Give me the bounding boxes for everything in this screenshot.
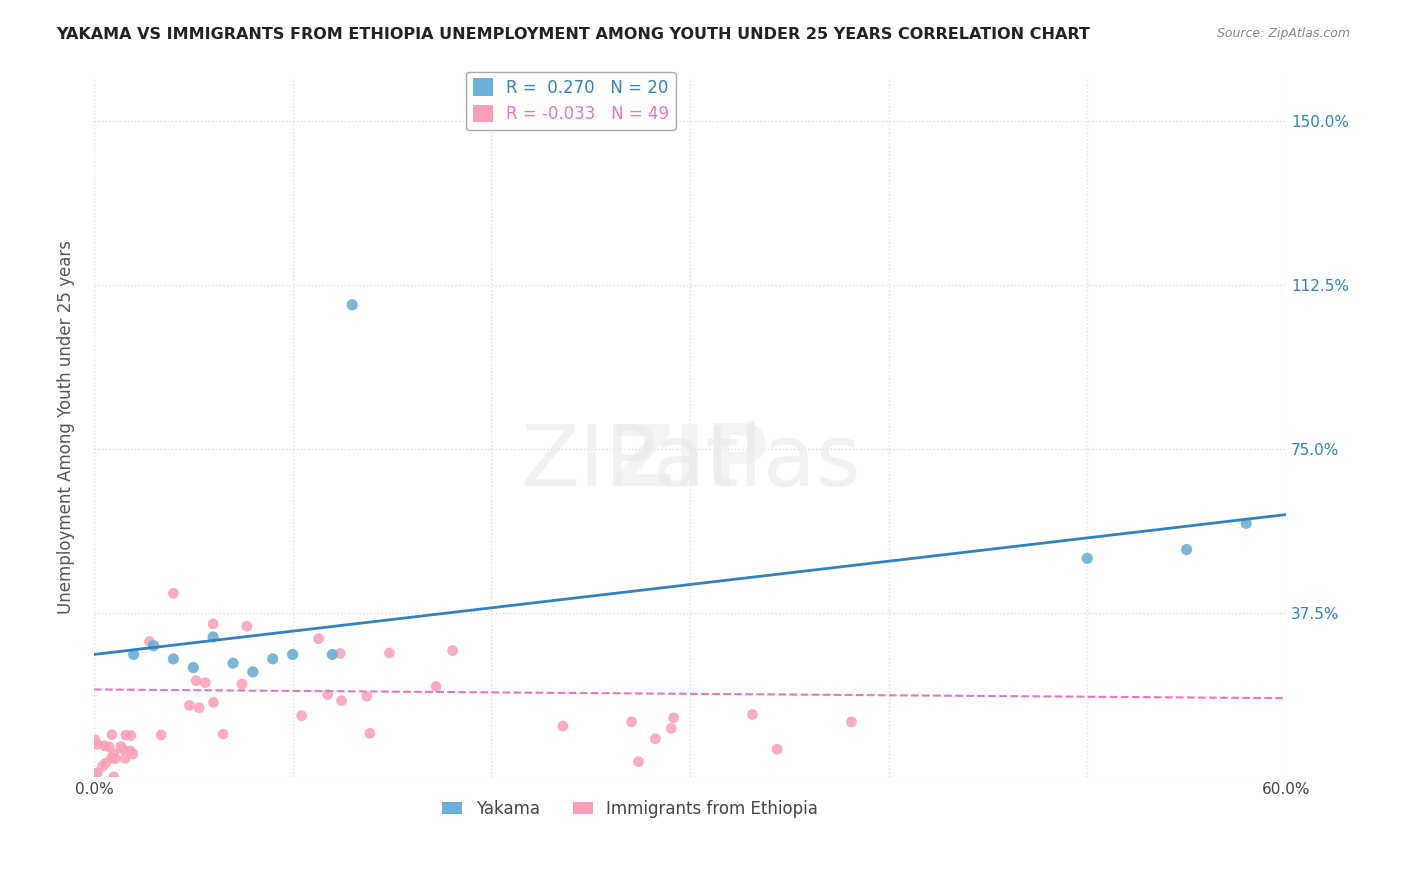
Point	[162, 652, 184, 666]
Point	[194, 675, 217, 690]
Point	[766, 742, 789, 756]
Point	[94, 756, 117, 771]
Point	[162, 586, 184, 600]
Point	[1076, 551, 1098, 566]
Point	[316, 688, 339, 702]
Point	[120, 729, 142, 743]
Point	[86, 767, 108, 781]
Point	[662, 711, 685, 725]
Point	[188, 700, 211, 714]
Point	[84, 732, 107, 747]
Point	[222, 657, 245, 671]
Text: YAKAMA VS IMMIGRANTS FROM ETHIOPIA UNEMPLOYMENT AMONG YOUTH UNDER 25 YEARS CORRE: YAKAMA VS IMMIGRANTS FROM ETHIOPIA UNEMP…	[56, 27, 1090, 42]
Point	[150, 728, 173, 742]
Point	[1175, 542, 1198, 557]
Point	[138, 634, 160, 648]
Point	[291, 708, 314, 723]
Point	[644, 731, 666, 746]
Point	[100, 751, 122, 765]
Point	[378, 646, 401, 660]
Text: ZIP: ZIP	[612, 421, 769, 504]
Text: ZIPatlas: ZIPatlas	[520, 421, 860, 504]
Point	[86, 765, 108, 780]
Point	[122, 648, 145, 662]
Point	[179, 698, 201, 713]
Point	[184, 673, 207, 688]
Point	[441, 643, 464, 657]
Point	[120, 744, 142, 758]
Point	[121, 747, 143, 761]
Point	[181, 660, 204, 674]
Point	[142, 639, 165, 653]
Point	[330, 693, 353, 707]
Point	[98, 739, 121, 754]
Point	[359, 726, 381, 740]
Point	[281, 648, 304, 662]
Point	[104, 752, 127, 766]
Point	[202, 616, 225, 631]
Point	[103, 770, 125, 784]
Point	[425, 680, 447, 694]
Point	[103, 747, 125, 761]
Point	[841, 714, 863, 729]
Point	[627, 755, 650, 769]
Point	[242, 665, 264, 679]
Point	[86, 738, 108, 752]
Point	[659, 722, 682, 736]
Point	[1234, 516, 1257, 531]
Point	[231, 677, 253, 691]
Point	[114, 751, 136, 765]
Point	[741, 707, 763, 722]
Point	[212, 727, 235, 741]
Text: Source: ZipAtlas.com: Source: ZipAtlas.com	[1216, 27, 1350, 40]
Point	[202, 695, 225, 709]
Point	[110, 739, 132, 754]
Point	[91, 759, 114, 773]
Point	[115, 728, 138, 742]
Point	[329, 646, 352, 660]
Point	[111, 742, 134, 756]
Point	[620, 714, 643, 729]
Point	[356, 690, 378, 704]
Point	[321, 648, 343, 662]
Point	[340, 298, 363, 312]
Point	[551, 719, 574, 733]
Point	[236, 619, 259, 633]
Legend: Yakama, Immigrants from Ethiopia: Yakama, Immigrants from Ethiopia	[436, 793, 825, 824]
Point	[308, 632, 330, 646]
Point	[262, 652, 284, 666]
Point	[93, 739, 115, 753]
Point	[202, 630, 225, 644]
Y-axis label: Unemployment Among Youth under 25 years: Unemployment Among Youth under 25 years	[58, 240, 75, 615]
Point	[101, 728, 124, 742]
